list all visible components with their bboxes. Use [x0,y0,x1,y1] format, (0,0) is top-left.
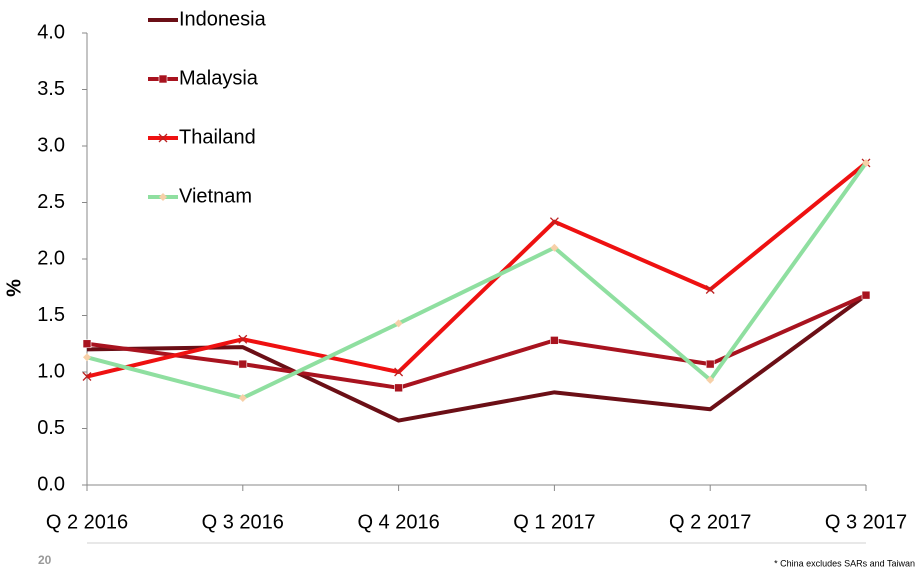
data-point [706,375,715,384]
data-point [550,336,559,345]
x-tick-label: Q 2 2016 [46,511,128,533]
data-point [705,359,715,369]
series-line [86,293,868,423]
y-tick-label: 4.0 [37,21,65,43]
legend-marker [158,74,168,84]
data-point [394,319,403,328]
data-point [705,285,715,294]
y-tick-label: 2.0 [37,247,65,269]
x-tick-label: Q 4 2016 [357,511,439,533]
series-line [86,161,868,400]
data-point [82,372,92,381]
x-tick-label: Q 1 2017 [513,511,595,533]
legend-marker [159,193,167,201]
y-tick-label: 1.0 [37,360,65,382]
y-tick-label: 2.5 [37,191,65,213]
data-point [82,339,92,349]
y-axis-label: % [3,279,25,297]
data-point [861,290,871,300]
y-tick-label: 1.5 [37,304,65,326]
series-line [86,161,868,379]
data-point [238,359,248,369]
data-point [83,353,91,362]
page-number: 20 [38,553,52,567]
legend-label: Indonesia [179,8,267,30]
footnote: * China excludes SARs and Taiwan [774,558,915,568]
x-tick-label: Q 3 2016 [202,511,284,533]
data-point [238,393,247,402]
y-tick-label: 0.0 [37,473,65,495]
data-point [394,367,404,377]
data-point [549,217,559,227]
y-tick-label: 0.5 [37,417,65,439]
data-point [550,243,559,252]
y-tick-label: 3.5 [37,78,65,100]
legend-label: Vietnam [179,185,252,207]
data-point [862,158,870,167]
data-point [394,383,403,393]
legend-label: Malaysia [179,67,259,89]
legend-marker [158,133,168,143]
y-tick-label: 3.0 [37,134,65,156]
x-tick-label: Q 2 2017 [669,511,751,533]
data-point [238,334,248,344]
x-tick-label: Q 3 2017 [825,511,907,533]
legend-label: Thailand [179,126,256,148]
series-line [86,293,867,390]
